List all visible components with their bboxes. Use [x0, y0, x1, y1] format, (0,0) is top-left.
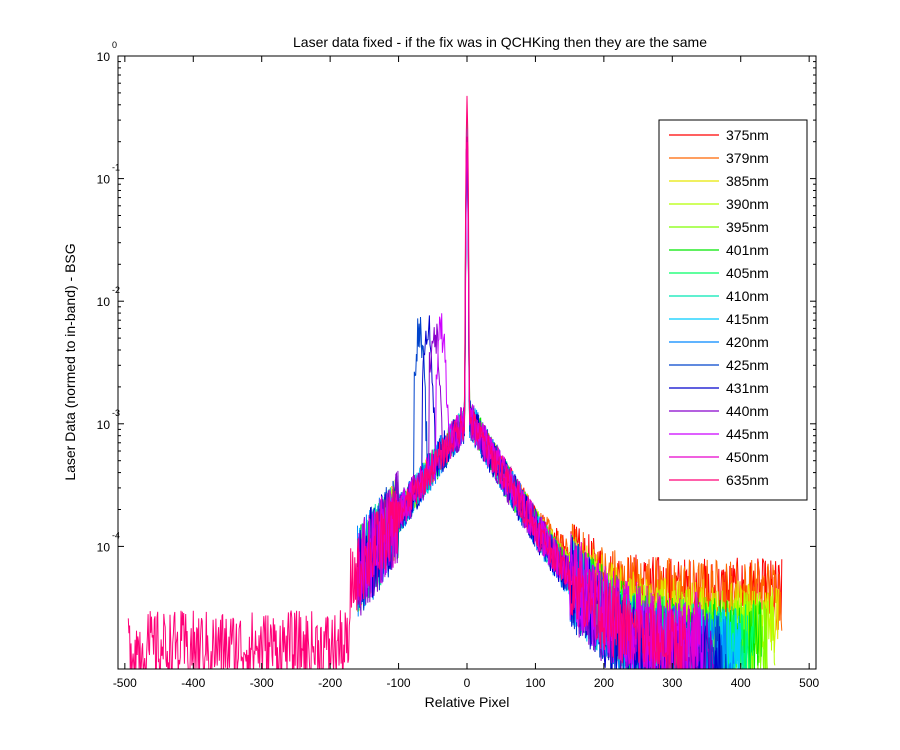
legend-label: 401nm — [726, 242, 769, 258]
y-axis-label: Laser Data (normed to in-band) - BSG — [62, 243, 78, 480]
series-line-445nm — [357, 144, 704, 669]
legend-label: 440nm — [726, 403, 769, 419]
y-tick-exponent: -4 — [112, 530, 120, 540]
x-tick-label: 0 — [464, 676, 471, 690]
legend-label: 431nm — [726, 380, 769, 396]
x-tick-label: 100 — [525, 676, 545, 690]
legend-label: 415nm — [726, 311, 769, 327]
legend-label: 410nm — [726, 288, 769, 304]
x-tick-label: -400 — [181, 676, 205, 690]
y-tick-exponent: -1 — [112, 163, 120, 173]
x-tick-label: 300 — [662, 676, 682, 690]
legend: 375nm 379nm 385nm 390nm 395nm 401nm 405nm 410nm… — [658, 119, 808, 501]
x-tick-label: -500 — [113, 676, 137, 690]
x-tick-label: -100 — [387, 676, 411, 690]
y-tick-exponent: -3 — [112, 408, 120, 418]
y-tick-exponent: 0 — [112, 40, 117, 50]
legend-label: 405nm — [726, 265, 769, 281]
chart-title: Laser data fixed - if the fix was in QCH… — [293, 34, 707, 50]
x-tick-label: -200 — [318, 676, 342, 690]
y-tick-label: 10 — [97, 540, 111, 554]
y-tick-label: 10 — [97, 295, 111, 309]
legend-label: 395nm — [726, 219, 769, 235]
series-line-635nm — [127, 95, 687, 669]
legend-label: 375nm — [726, 127, 769, 143]
y-tick-label: 10 — [97, 173, 111, 187]
legend-label: 385nm — [726, 173, 769, 189]
legend-label: 390nm — [726, 196, 769, 212]
legend-label: 635nm — [726, 472, 769, 488]
x-axis-label: Relative Pixel — [425, 694, 510, 710]
y-tick-label: 10 — [97, 50, 111, 64]
legend-label: 450nm — [726, 449, 769, 465]
y-tick-label: 10 — [97, 418, 111, 432]
x-tick-label: 200 — [594, 676, 614, 690]
legend-label: 379nm — [726, 150, 769, 166]
legend-label: 425nm — [726, 357, 769, 373]
legend-box — [658, 119, 808, 501]
legend-label: 420nm — [726, 334, 769, 350]
x-tick-label: 400 — [731, 676, 751, 690]
plot-area — [127, 95, 783, 669]
x-tick-label: 500 — [799, 676, 819, 690]
x-tick-label: -300 — [250, 676, 274, 690]
y-tick-exponent: -2 — [112, 285, 120, 295]
axis-ticks: -500 -400 -300 -200 -100 0 100 200 300 400 5001001… — [97, 40, 820, 690]
legend-label: 445nm — [726, 426, 769, 442]
